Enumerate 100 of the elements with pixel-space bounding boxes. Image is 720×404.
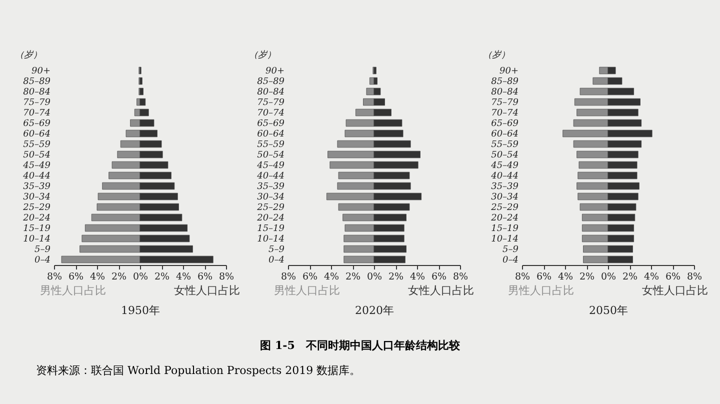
y-tick-label: 20–24 — [22, 213, 51, 224]
y-tick-label: 70–74 — [491, 108, 519, 119]
x-tick-label: 2% — [579, 272, 595, 282]
y-tick-label: 50–54 — [257, 150, 285, 160]
x-tick-label: 4% — [90, 272, 106, 282]
y-axis-title: （岁） — [483, 50, 510, 60]
x-tick-label: 0% — [600, 272, 616, 282]
y-tick-label: 85–89 — [257, 77, 285, 88]
x-tick-label: 0% — [366, 272, 382, 282]
series-label: 女性人口占比 — [174, 284, 240, 297]
x-tick-label: 4% — [176, 272, 192, 282]
bar — [140, 98, 146, 106]
x-tick-label: 6% — [665, 272, 681, 282]
x-tick-label: 2% — [622, 272, 638, 282]
y-tick-label: 45–49 — [490, 161, 519, 171]
y-tick-label: 75–79 — [23, 98, 51, 108]
y-tick-label: 55–59 — [257, 140, 285, 150]
y-tick-label: 85–89 — [23, 77, 51, 88]
x-tick-label: 2% — [154, 272, 170, 282]
y-tick-label: 70–74 — [257, 108, 285, 119]
y-tick-label: 55–59 — [491, 140, 519, 150]
y-tick-label: 60–64 — [23, 130, 51, 140]
bar — [374, 77, 378, 85]
x-axis-title: 2050年 — [589, 304, 628, 317]
text: 资料来源：联合国 World Population Prospects 2019 数据库。 — [36, 363, 362, 378]
y-tick-label: 90+ — [266, 66, 284, 77]
y-tick-label: 65–69 — [23, 119, 51, 130]
text: 女性人口占比 — [642, 284, 708, 297]
y-tick-label: 5–9 — [34, 244, 51, 255]
y-tick-label: 35–39 — [257, 182, 285, 192]
series-label: 男性人口占比 — [40, 284, 106, 297]
x-tick-label: 8% — [514, 272, 530, 282]
y-tick-label: 90+ — [500, 66, 518, 77]
y-tick-label: 10–14 — [257, 234, 285, 244]
y-tick-label: 15–19 — [23, 224, 51, 234]
y-tick-label: 40–44 — [256, 172, 285, 182]
y-tick-label: 45–49 — [22, 161, 51, 171]
x-tick-label: 2% — [388, 272, 404, 282]
x-tick-label: 8% — [452, 272, 468, 282]
y-tick-label: 35–39 — [23, 182, 51, 192]
y-tick-label: 70–74 — [23, 108, 51, 119]
y-tick-label: 35–39 — [491, 182, 519, 192]
y-tick-label: 5–9 — [268, 244, 285, 255]
x-tick-label: 4% — [644, 272, 660, 282]
y-tick-label: 25–29 — [22, 202, 51, 213]
y-axis-title: （岁） — [249, 50, 276, 60]
x-tick-label: 8% — [46, 272, 62, 282]
y-tick-label: 25–29 — [490, 202, 519, 213]
y-tick-label: 55–59 — [23, 140, 51, 150]
x-axis-title: 2020年 — [355, 304, 394, 317]
x-tick-label: 0% — [132, 272, 148, 282]
caption: 图 1-5 不同时期中国人口年龄结构比较 — [259, 338, 461, 353]
y-tick-label: 10–14 — [491, 234, 519, 244]
x-tick-label: 6% — [431, 272, 447, 282]
y-tick-label: 0–4 — [268, 255, 285, 266]
x-tick-label: 4% — [410, 272, 426, 282]
y-tick-label: 60–64 — [491, 130, 519, 140]
y-tick-label: 65–69 — [257, 119, 285, 130]
x-tick-label: 4% — [324, 272, 340, 282]
y-tick-label: 15–19 — [491, 224, 519, 234]
y-tick-label: 20–24 — [490, 213, 519, 224]
y-tick-label: 5–9 — [502, 244, 519, 255]
y-tick-label: 15–19 — [257, 224, 285, 234]
y-tick-label: 75–79 — [491, 98, 519, 108]
x-tick-label: 6% — [536, 272, 552, 282]
x-tick-label: 6% — [197, 272, 213, 282]
text: 男性人口占比 — [508, 284, 574, 297]
y-tick-label: 50–54 — [491, 150, 519, 160]
y-tick-label: 50–54 — [23, 150, 51, 160]
series-label: 女性人口占比 — [408, 284, 474, 297]
y-tick-label: 75–79 — [257, 98, 285, 108]
y-axis-title: （岁） — [15, 50, 42, 60]
y-tick-label: 45–49 — [256, 161, 285, 171]
y-tick-label: 25–29 — [256, 202, 285, 213]
y-tick-label: 0–4 — [34, 255, 51, 266]
x-tick-label: 8% — [280, 272, 296, 282]
x-tick-label: 6% — [302, 272, 318, 282]
y-tick-label: 60–64 — [257, 130, 285, 140]
x-tick-label: 2% — [111, 272, 127, 282]
y-tick-label: 90+ — [32, 66, 50, 77]
x-tick-label: 6% — [68, 272, 84, 282]
y-tick-label: 20–24 — [256, 213, 285, 224]
y-tick-label: 80–84 — [23, 88, 51, 98]
bar — [140, 88, 144, 96]
y-tick-label: 40–44 — [22, 172, 51, 182]
series-label: 男性人口占比 — [274, 284, 340, 297]
y-tick-label: 65–69 — [491, 119, 519, 130]
x-axis-title: 1950年 — [121, 304, 160, 317]
x-tick-label: 4% — [558, 272, 574, 282]
y-tick-label: 0–4 — [502, 255, 519, 266]
y-tick-label: 80–84 — [491, 88, 519, 98]
y-tick-label: 80–84 — [257, 88, 285, 98]
y-tick-label: 30–34 — [23, 192, 51, 202]
y-tick-label: 10–14 — [23, 234, 51, 244]
x-tick-label: 2% — [345, 272, 361, 282]
y-tick-label: 30–34 — [491, 192, 519, 202]
y-tick-label: 40–44 — [490, 172, 519, 182]
x-tick-label: 8% — [218, 272, 234, 282]
y-tick-label: 85–89 — [491, 77, 519, 88]
x-tick-label: 8% — [686, 272, 702, 282]
